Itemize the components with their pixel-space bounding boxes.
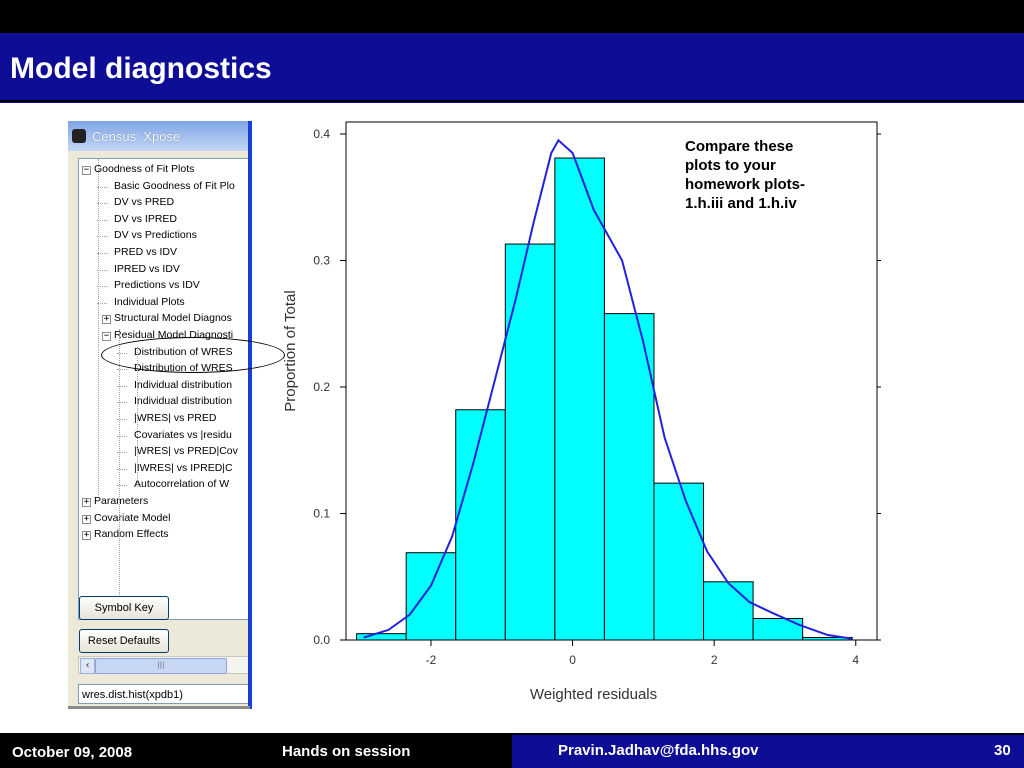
window-border — [248, 121, 252, 709]
plot-tree[interactable]: − Goodness of Fit Plots Basic Goodness of … — [78, 158, 249, 620]
tree-item[interactable]: Structural Model Diagnos — [114, 312, 232, 325]
footer-page-number: 30 — [994, 742, 1011, 759]
expand-icon[interactable]: + — [82, 497, 91, 507]
x-axis-label: Weighted residuals — [530, 686, 657, 703]
highlight-ellipse — [101, 337, 285, 373]
density-curve — [363, 138, 853, 640]
tree-connector — [117, 435, 127, 437]
y-tick-label: 0.2 — [313, 380, 330, 394]
histogram-bar — [554, 157, 605, 641]
y-tick-label: 0.0 — [313, 633, 330, 647]
y-axis-label: Proportion of Total — [282, 290, 299, 411]
x-tick-label: 4 — [852, 653, 859, 667]
tree-connector — [97, 219, 107, 221]
command-field[interactable]: wres.dist.hist(xpdb1) — [78, 684, 248, 704]
histogram-bar — [802, 636, 853, 641]
tree-item[interactable]: DV vs PRED — [114, 196, 175, 209]
tree-connector — [97, 236, 107, 238]
tree-item[interactable]: IPRED vs IDV — [114, 262, 180, 275]
tree-connector — [117, 452, 127, 454]
tree-guide — [137, 347, 138, 487]
tree-item[interactable]: Predictions vs IDV — [114, 279, 200, 292]
x-tick-label: 2 — [711, 653, 718, 667]
histogram-bars — [356, 157, 853, 641]
tree-item[interactable]: Basic Goodness of Fit Plo — [114, 179, 235, 192]
tree-item[interactable]: Individual distribution — [134, 378, 233, 391]
note-line: Compare these — [685, 138, 794, 155]
reset-defaults-button[interactable]: Reset Defaults — [79, 629, 169, 653]
footer-highlight — [512, 735, 1024, 768]
note-line: plots to your — [685, 157, 776, 174]
top-bar — [0, 0, 1024, 33]
tree-item[interactable]: DV vs IPRED — [114, 212, 178, 225]
histogram-bar — [653, 482, 705, 641]
x-tick-label: 0 — [569, 653, 576, 667]
symbol-key-button[interactable]: Symbol Key — [79, 596, 169, 620]
tree-item[interactable]: Autocorrelation of W — [134, 478, 230, 491]
window-bottom-edge — [68, 706, 250, 709]
footer-date: October 09, 2008 — [12, 744, 133, 761]
window-titlebar[interactable]: Census: Xpose — [68, 121, 250, 151]
scroll-thumb[interactable]: ||| — [95, 658, 227, 674]
tree-item[interactable]: Individual Plots — [114, 295, 185, 308]
tree-connector — [97, 186, 107, 188]
tree-connector — [97, 203, 107, 205]
tree-connector — [97, 286, 107, 288]
slide-header — [0, 33, 1024, 103]
tree-connector — [117, 385, 127, 387]
expand-icon[interactable]: + — [82, 513, 91, 524]
footer-session: Hands on session — [282, 743, 411, 760]
wres-histogram-chart: -2 0 2 40.00.10.20.30.4 Weighted residuals … — [282, 121, 881, 703]
tree-item[interactable]: |WRES| vs PRED|Cov — [134, 445, 238, 458]
tree-connector — [97, 269, 107, 271]
y-tick-label: 0.1 — [313, 507, 330, 521]
collapse-icon[interactable]: − — [82, 165, 91, 175]
tree-connector — [117, 468, 127, 470]
tree-connector — [97, 253, 107, 254]
expand-icon[interactable]: + — [102, 314, 111, 325]
tree-item[interactable]: DV vs Predictions — [114, 229, 197, 242]
tree-item[interactable]: Goodness of Fit Plots — [94, 163, 195, 175]
y-tick-label: 0.4 — [313, 127, 330, 141]
tree-connector — [97, 302, 107, 304]
note-line: 1.h.iii and 1.h.iv — [685, 195, 797, 212]
histogram-bar — [603, 313, 655, 641]
horizontal-scrollbar[interactable]: ‹ ||| — [78, 656, 250, 674]
tree-item[interactable]: |IWRES| vs IPRED|C — [134, 461, 233, 474]
y-tick-label: 0.3 — [313, 254, 330, 268]
note-line: homework plots- — [685, 176, 806, 193]
tree-guide — [98, 159, 99, 495]
histogram-bar — [455, 409, 506, 641]
comparison-note: Compare these plots to your homework plots… — [685, 137, 855, 213]
expand-icon[interactable]: + — [82, 530, 91, 541]
footer-email: Pravin.Jadhav@fda.hhs.gov — [558, 742, 759, 759]
tree-connector — [117, 402, 127, 404]
header-divider — [0, 100, 1024, 102]
axes: -2 0 2 4 0.0 0.1 0.2 0.3 0.4 — [313, 127, 881, 667]
tree-connector — [117, 485, 127, 487]
window-title: Census: Xpose — [92, 129, 181, 144]
tree-item[interactable]: Covariates vs |residu — [134, 428, 232, 441]
tree-connector — [117, 369, 127, 371]
x-tick-label: -2 — [426, 653, 437, 667]
tree-connector — [117, 419, 127, 420]
tree-item[interactable]: Covariate Model — [94, 511, 171, 524]
collapse-icon[interactable]: − — [102, 331, 111, 341]
app-icon — [72, 129, 86, 143]
histogram-bar — [504, 243, 556, 641]
xpose-window: Census: Xpose − Goodness of Fit Plots Basi… — [68, 121, 250, 706]
tree-item[interactable]: Individual distribution — [134, 395, 233, 408]
histogram-bar — [405, 552, 457, 641]
tree-guide — [119, 329, 120, 619]
scroll-left-arrow-icon[interactable]: ‹ — [80, 658, 95, 674]
tree-item[interactable]: Random Effects — [94, 528, 169, 541]
tree-item[interactable]: PRED vs IDV — [114, 246, 178, 258]
tree-item[interactable]: Parameters — [94, 495, 149, 507]
histogram-bar — [703, 581, 754, 641]
histogram-bar — [752, 617, 804, 641]
slide-title: Model diagnostics — [10, 52, 272, 85]
tree-item[interactable]: |WRES| vs PRED — [134, 412, 217, 424]
